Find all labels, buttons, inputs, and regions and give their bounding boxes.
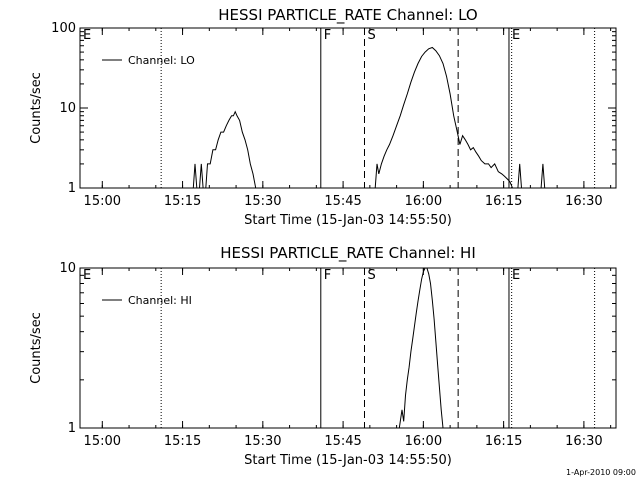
x-tick-label: 16:30 [565, 194, 602, 209]
y-axis-label: Counts/sec [29, 72, 44, 144]
chart-title: HESSI PARTICLE_RATE Channel: HI [220, 244, 476, 263]
chart-panel-1: HESSI PARTICLE_RATE Channel: LO 15:00 15:1… [29, 6, 617, 228]
y-axis-label: Counts/sec [29, 312, 44, 384]
y-tick-label: 1 [68, 181, 76, 196]
plot-frame [79, 27, 617, 189]
x-tick-label: 15:15 [164, 434, 201, 449]
marker-label: F [324, 268, 331, 283]
x-tick-label: 15:30 [244, 434, 281, 449]
legend-entry: Channel: HI [128, 294, 192, 307]
x-tick-label: 15:15 [164, 194, 201, 209]
series-line-1 [192, 46, 546, 189]
x-tick-label: 16:00 [405, 434, 442, 449]
x-tick-label: 15:30 [244, 194, 281, 209]
marker-label: E [83, 268, 91, 283]
x-tick-label: 16:00 [405, 194, 442, 209]
marker-label: E [512, 28, 520, 43]
marker-label: F [324, 28, 331, 43]
x-axis-label: Start Time (15-Jan-03 14:55:50) [244, 213, 452, 228]
y-tick-label: 10 [59, 261, 76, 276]
series-line-1 [398, 267, 444, 429]
footer-timestamp: 1-Apr-2010 09:00 [566, 468, 636, 477]
x-tick-label: 15:45 [324, 434, 361, 449]
marker-label: E [83, 28, 91, 43]
x-tick-label: 15:45 [324, 194, 361, 209]
x-tick-label: 16:30 [565, 434, 602, 449]
x-axis-label: Start Time (15-Jan-03 14:55:50) [244, 453, 452, 468]
x-tick-label: 16:15 [485, 434, 522, 449]
marker-label: E [512, 268, 520, 283]
y-tick-label: 100 [51, 21, 76, 36]
plot-frame [79, 267, 617, 429]
y-tick-label: 1 [68, 421, 76, 436]
chart-panel-2: HESSI PARTICLE_RATE Channel: HI 15:00 15:1… [29, 244, 617, 468]
legend-entry: Channel: LO [128, 54, 195, 67]
x-tick-label: 15:00 [84, 434, 121, 449]
x-tick-label: 15:00 [84, 194, 121, 209]
marker-label: S [367, 268, 375, 283]
chart-title: HESSI PARTICLE_RATE Channel: LO [218, 6, 477, 25]
marker-label: S [367, 28, 375, 43]
y-tick-label: 10 [59, 101, 76, 116]
x-tick-label: 16:15 [485, 194, 522, 209]
